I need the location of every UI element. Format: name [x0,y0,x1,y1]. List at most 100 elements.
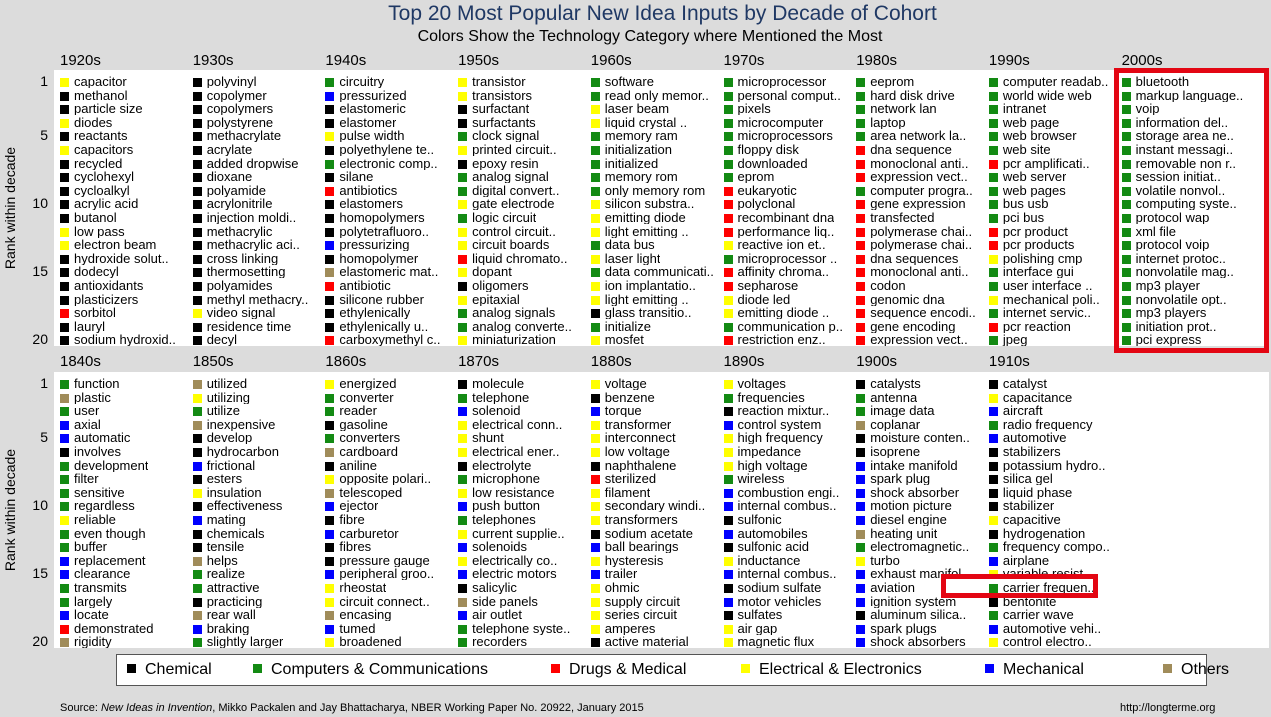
idea-item: development [60,459,148,472]
idea-label: emitting diode .. [737,306,830,320]
idea-label: xml file [1135,224,1177,238]
idea-label: diodes [74,115,113,129]
idea-label: microprocessors [737,129,833,143]
category-swatch [192,448,202,457]
idea-item: amperes [590,622,655,635]
idea-label: butanol [74,211,117,224]
idea-item: motion picture [856,499,952,512]
category-swatch [325,322,335,332]
idea-item: voltage [590,377,647,390]
category-swatch [856,186,866,196]
idea-label: braking [206,621,250,635]
idea-item: copolymer [192,89,267,102]
legend-label: Electrical & Electronics [759,661,922,678]
idea-item: molecule [458,377,524,390]
idea-item: diesel engine [856,513,947,526]
category-swatch [988,407,998,417]
category-swatch [60,393,69,403]
idea-label: restriction enz.. [737,333,826,347]
category-swatch [723,78,733,87]
idea-item: aircraft [988,404,1043,417]
category-swatch [458,78,468,87]
idea-label: miniaturization [472,333,556,347]
idea-item: web server [988,170,1066,183]
category-swatch [458,638,468,648]
category-swatch [988,146,998,155]
idea-item: shunt [458,431,504,444]
idea-label: decyl [206,333,238,347]
category-swatch [325,132,335,142]
category-swatch [856,227,866,237]
idea-label: voltage [604,377,647,390]
idea-label: mosfet [604,333,644,347]
category-swatch [590,638,600,648]
category-swatch [192,336,202,346]
idea-item: inductance [723,554,800,567]
decade-label: 1880s [590,353,632,370]
idea-item: ion implantatio.. [590,279,696,292]
category-swatch [988,597,998,607]
idea-item: silicon substra.. [590,197,695,211]
idea-item: plasticizers [60,293,138,306]
idea-item: instant messagi.. [1121,143,1233,156]
idea-item: printed circuit.. [458,143,557,156]
category-swatch [590,254,600,264]
idea-label: light emitting .. [604,292,689,306]
source-title: New Ideas in Invention [100,702,213,714]
idea-item: pixels [723,102,771,115]
category-swatch [192,502,202,512]
idea-item: initiation prot.. [1121,320,1217,333]
category-swatch [325,173,335,183]
category-swatch [458,529,468,539]
idea-item: electrolyte [458,459,531,472]
idea-label: ion implantatio.. [604,279,696,292]
idea-item: homopolymer [325,252,418,265]
idea-item: filament [590,486,650,499]
idea-label: utilize [206,404,240,418]
idea-item: electronic comp.. [325,157,438,170]
category-swatch [590,502,600,512]
idea-label: high voltage [737,458,808,472]
idea-item: web pages [988,184,1066,197]
idea-item: cardboard [325,445,398,458]
idea-label: hydrocarbon [206,445,279,458]
idea-label: monoclonal anti.. [870,265,969,279]
idea-label: silicon substra.. [604,197,695,211]
idea-label: diode led [737,292,791,306]
category-swatch [988,309,998,319]
category-swatch [458,488,468,498]
idea-label: data bus [604,238,655,252]
idea-label: world wide web [1002,88,1092,102]
idea-item: clearance [60,567,130,580]
idea-label: polyvinyl [206,75,257,88]
category-swatch [192,380,202,389]
category-swatch [325,214,335,223]
category-swatch [590,611,600,621]
idea-label: mating [206,513,246,526]
idea-item: mp3 player [1121,279,1200,292]
category-swatch [458,502,468,512]
idea-label: polyamide [206,183,266,197]
category-swatch [325,448,335,457]
idea-label: clock signal [472,129,540,143]
category-swatch [988,584,998,593]
category-swatch [60,584,69,593]
idea-label: low voltage [604,445,670,458]
idea-item: high frequency [723,431,823,444]
idea-item: polyclonal [723,197,795,210]
idea-item: isoprene [856,445,920,458]
idea-label: axial [74,417,101,431]
idea-label: methyl methacry.. [206,292,309,306]
idea-item: data communicati.. [590,265,714,278]
category-swatch [856,448,866,457]
idea-label: elastomeric mat.. [339,265,439,279]
category-swatch [856,638,866,648]
idea-item: laser beam [590,102,669,115]
category-swatch [590,268,600,278]
idea-label: sodium hydroxid.. [74,333,176,347]
idea-label: effectiveness [206,499,283,513]
category-swatch [192,322,202,332]
idea-item: protocol voip [1121,238,1209,251]
category-swatch [988,241,998,251]
idea-item: capacitive [988,513,1061,526]
